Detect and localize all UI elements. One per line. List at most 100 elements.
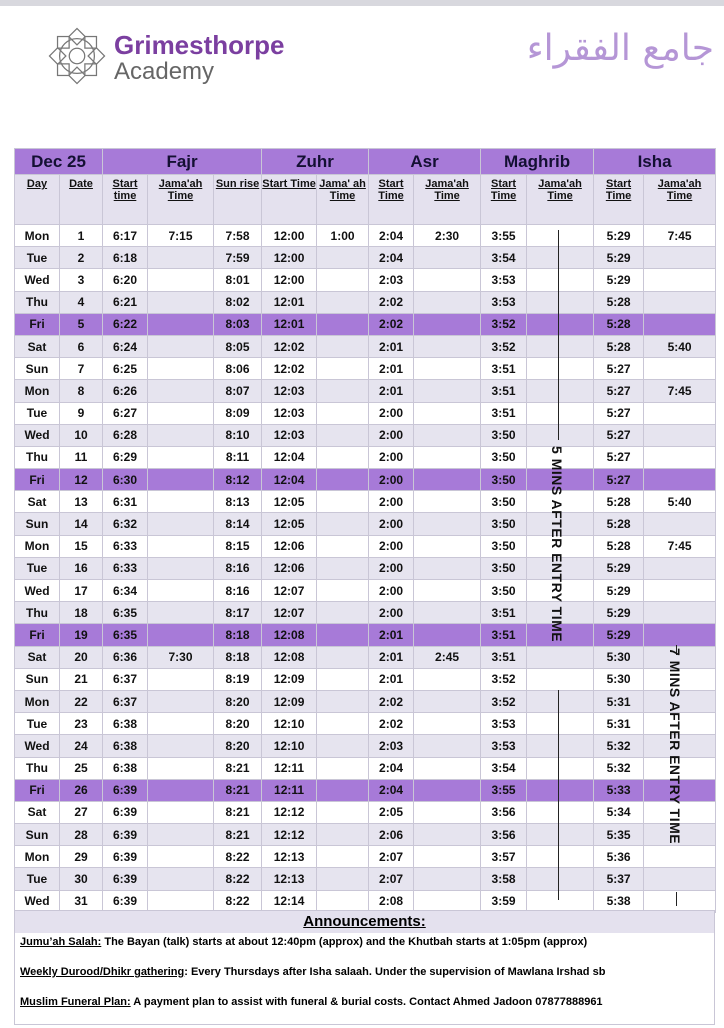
table-row: Thu 25 6:38 8:21 12:11 2:04 3:54 5:32 xyxy=(14,756,717,780)
table-cell: 2:01 xyxy=(368,357,415,381)
column-header: Day xyxy=(14,174,60,225)
table-cell xyxy=(147,268,215,292)
table-cell: 4 xyxy=(58,290,104,314)
table-row: Sat 20 6:36 7:30 8:18 12:08 2:01 2:45 3:51 5:30 xyxy=(14,645,717,669)
prayer-fajr: Fajr xyxy=(102,148,263,175)
maghrib-note-line-top xyxy=(558,230,559,440)
table-cell: 6:24 xyxy=(102,334,149,359)
table-cell: 28 xyxy=(58,823,104,847)
table-cell: 2:30 xyxy=(413,223,482,248)
table-cell xyxy=(643,845,717,869)
table-cell xyxy=(316,556,370,581)
table-cell xyxy=(526,601,595,625)
table-cell xyxy=(147,445,215,470)
table-cell xyxy=(413,845,482,869)
table-cell xyxy=(643,556,717,581)
announcement-item: Jumu’ah Salah: The Bayan (talk) starts a… xyxy=(15,933,714,963)
table-cell: 5:29 xyxy=(593,601,645,625)
table-cell: 7:15 xyxy=(147,223,215,248)
table-cell xyxy=(526,290,595,314)
table-cell: 8:10 xyxy=(213,423,263,447)
table-cell: 3:53 xyxy=(480,712,528,736)
announcement-key: Weekly Durood/Dhikr gathering xyxy=(20,966,185,978)
table-cell: 26 xyxy=(58,778,104,802)
table-cell xyxy=(526,823,595,847)
table-cell xyxy=(413,756,482,780)
table-row: Tue 9 6:27 8:09 12:03 2:00 3:51 5:27 xyxy=(14,401,717,425)
table-cell xyxy=(643,468,717,492)
table-cell: 8:21 xyxy=(213,800,263,825)
column-header: Date xyxy=(58,174,104,225)
table-cell: 6:38 xyxy=(102,734,149,758)
table-cell: Fri xyxy=(14,312,60,336)
table-cell: Tue xyxy=(14,401,60,425)
table-cell: 2:00 xyxy=(368,468,415,492)
table-cell: 2:00 xyxy=(368,578,415,603)
table-cell xyxy=(526,357,595,381)
table-row: Mon 15 6:33 8:15 12:06 2:00 3:50 5:28 7:45 xyxy=(14,534,717,558)
table-cell xyxy=(413,712,482,736)
table-cell xyxy=(413,468,482,492)
announcement-item: Weekly Durood/Dhikr gathering: Every Thu… xyxy=(15,963,714,993)
table-cell: Sun xyxy=(14,667,60,691)
table-cell: 8:15 xyxy=(213,534,263,558)
table-row: Sun 14 6:32 8:14 12:05 2:00 3:50 5:28 xyxy=(14,512,717,536)
top-bar xyxy=(0,0,724,6)
table-cell: 8:18 xyxy=(213,623,263,647)
table-cell xyxy=(413,778,482,802)
table-cell: Tue xyxy=(14,712,60,736)
column-header: Jama'ah Time xyxy=(526,174,595,225)
table-cell: 3:53 xyxy=(480,734,528,758)
table-cell: Fri xyxy=(14,468,60,492)
table-cell xyxy=(316,734,370,758)
table-cell xyxy=(316,423,370,447)
column-header: Start Time xyxy=(480,174,528,225)
table-cell: Thu xyxy=(14,601,60,625)
table-cell xyxy=(316,357,370,381)
table-cell xyxy=(413,445,482,470)
table-cell: 31 xyxy=(58,889,104,913)
table-cell xyxy=(526,800,595,825)
table-cell: 5:27 xyxy=(593,423,645,447)
table-row: Thu 4 6:21 8:02 12:01 2:02 3:53 5:28 xyxy=(14,290,717,314)
table-cell: 5 xyxy=(58,312,104,336)
table-cell: 6:38 xyxy=(102,756,149,780)
table-cell: Tue xyxy=(14,246,60,270)
table-cell: 7:59 xyxy=(213,246,263,270)
table-cell xyxy=(147,312,215,336)
table-cell: 5:32 xyxy=(593,756,645,780)
academy-logo-icon xyxy=(48,27,106,85)
table-cell: 3:53 xyxy=(480,268,528,292)
table-cell: 5:27 xyxy=(593,379,645,403)
table-cell xyxy=(643,867,717,891)
table-cell: 12:03 xyxy=(261,423,318,447)
table-cell xyxy=(147,800,215,825)
table-cell: 20 xyxy=(58,645,104,669)
table-cell: 8:20 xyxy=(213,712,263,736)
table-cell: 22 xyxy=(58,689,104,714)
prayer-maghrib: Maghrib xyxy=(480,148,595,175)
table-cell xyxy=(413,889,482,913)
table-cell: Mon xyxy=(14,379,60,403)
table-cell: 8:19 xyxy=(213,667,263,691)
table-cell: 6 xyxy=(58,334,104,359)
table-cell xyxy=(526,512,595,536)
table-row: Wed 31 6:39 8:22 12:14 2:08 3:59 5:38 xyxy=(14,889,717,913)
table-cell: 8:22 xyxy=(213,845,263,869)
table-cell: 8:21 xyxy=(213,823,263,847)
table-cell: 12:09 xyxy=(261,689,318,714)
table-cell: 2 xyxy=(58,246,104,270)
table-cell xyxy=(413,601,482,625)
table-cell: 25 xyxy=(58,756,104,780)
table-cell: 3:57 xyxy=(480,845,528,869)
table-cell: 23 xyxy=(58,712,104,736)
table-cell xyxy=(526,334,595,359)
table-cell: 2:04 xyxy=(368,756,415,780)
column-header: Start Time xyxy=(368,174,415,225)
table-cell: 6:39 xyxy=(102,778,149,802)
table-cell: 2:08 xyxy=(368,889,415,913)
table-cell xyxy=(413,800,482,825)
prayer-timetable: Dec 25 Fajr Zuhr Asr Maghrib Isha Day Dat… xyxy=(13,148,717,913)
table-cell xyxy=(413,379,482,403)
table-cell: 6:35 xyxy=(102,623,149,647)
